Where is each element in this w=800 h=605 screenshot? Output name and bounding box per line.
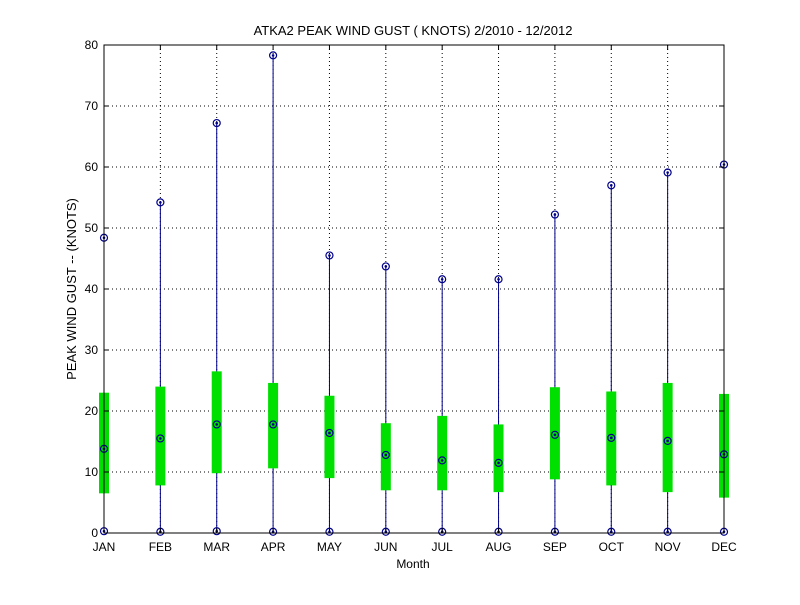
max-marker-mar xyxy=(212,118,221,128)
x-tick-label-may: MAY xyxy=(317,540,342,554)
min-marker-mar xyxy=(212,527,221,536)
y-tick-label: 30 xyxy=(85,343,99,357)
x-axis-label: Month xyxy=(396,557,429,571)
x-tick-label-apr: APR xyxy=(261,540,286,554)
max-marker-dot-aug xyxy=(497,277,500,281)
chart-title: ATKA2 PEAK WIND GUST ( KNOTS) 2/2010 - 1… xyxy=(254,23,573,38)
max-marker-dot-oct xyxy=(609,184,613,187)
y-tick-label: 50 xyxy=(85,221,99,235)
max-marker-oct xyxy=(607,181,616,190)
median-marker-dot-aug xyxy=(497,461,500,465)
median-marker-apr xyxy=(268,420,278,429)
max-marker-dot-jul xyxy=(440,277,444,281)
median-marker-dot-oct xyxy=(609,436,613,440)
max-marker-dot-may xyxy=(328,254,331,257)
y-tick-label: 0 xyxy=(91,526,98,540)
max-marker-may xyxy=(325,251,334,260)
median-marker-dot-jul xyxy=(440,459,444,462)
max-marker-sep xyxy=(550,210,560,219)
y-tick-label: 20 xyxy=(85,404,99,418)
x-tick-label-mar: MAR xyxy=(203,540,230,554)
plot-area xyxy=(99,51,729,536)
max-marker-feb xyxy=(156,198,165,207)
y-tick-label: 10 xyxy=(85,465,99,479)
max-marker-aug xyxy=(494,275,503,284)
x-tick-label-oct: OCT xyxy=(599,540,625,554)
median-marker-mar xyxy=(212,420,221,429)
x-tick-label-sep: SEP xyxy=(543,540,567,554)
iqr-box-aug xyxy=(493,424,504,493)
max-marker-dot-mar xyxy=(215,121,219,125)
max-marker-dot-apr xyxy=(271,54,275,57)
max-marker-dot-sep xyxy=(553,213,557,216)
median-marker-dot-nov xyxy=(666,439,669,443)
median-marker-dot-apr xyxy=(271,423,275,426)
iqr-box-jun xyxy=(380,423,391,491)
median-marker-feb xyxy=(156,434,165,443)
max-marker-dot-feb xyxy=(159,201,162,204)
max-marker-apr xyxy=(268,51,278,60)
median-marker-dot-may xyxy=(328,431,331,435)
y-tick-label: 60 xyxy=(85,160,99,174)
max-marker-jul xyxy=(438,275,447,284)
x-tick-label-jan: JAN xyxy=(93,540,116,554)
max-marker-jun xyxy=(381,262,390,271)
median-marker-aug xyxy=(494,458,503,467)
max-marker-dot-nov xyxy=(666,171,669,174)
x-tick-label-feb: FEB xyxy=(149,540,172,554)
x-tick-label-aug: AUG xyxy=(486,540,512,554)
iqr-box-jul xyxy=(437,415,448,491)
median-marker-may xyxy=(325,428,334,438)
iqr-box-feb xyxy=(155,386,166,486)
median-marker-jul xyxy=(438,456,447,465)
median-marker-dot-sep xyxy=(553,433,557,437)
median-marker-sep xyxy=(550,430,560,439)
median-marker-dot-jun xyxy=(384,453,388,457)
iqr-box-mar xyxy=(211,371,222,474)
y-axis-label: PEAK WIND GUST -- (KNOTS) xyxy=(64,198,79,380)
y-tick-label: 40 xyxy=(85,282,99,296)
x-tick-label-jun: JUN xyxy=(374,540,397,554)
grid-lines xyxy=(104,45,724,533)
y-tick-label: 80 xyxy=(85,38,99,52)
max-marker-dot-jun xyxy=(384,265,388,268)
x-tick-label-dec: DEC xyxy=(711,540,737,554)
iqr-box-sep xyxy=(549,387,560,480)
y-tick-label: 70 xyxy=(85,99,99,113)
x-tick-label-jul: JUL xyxy=(432,540,454,554)
median-marker-oct xyxy=(607,433,616,442)
x-tick-label-nov: NOV xyxy=(655,540,681,554)
max-marker-nov xyxy=(663,168,672,177)
median-marker-dot-mar xyxy=(215,423,219,426)
tick-labels: 0 10 20 30 40 50 60 70 80 JAN FEB MAR APR MAY JUN JUL AU… xyxy=(85,38,737,554)
median-marker-dot-feb xyxy=(159,437,162,440)
median-marker-nov xyxy=(663,436,672,445)
median-marker-jun xyxy=(381,450,390,460)
